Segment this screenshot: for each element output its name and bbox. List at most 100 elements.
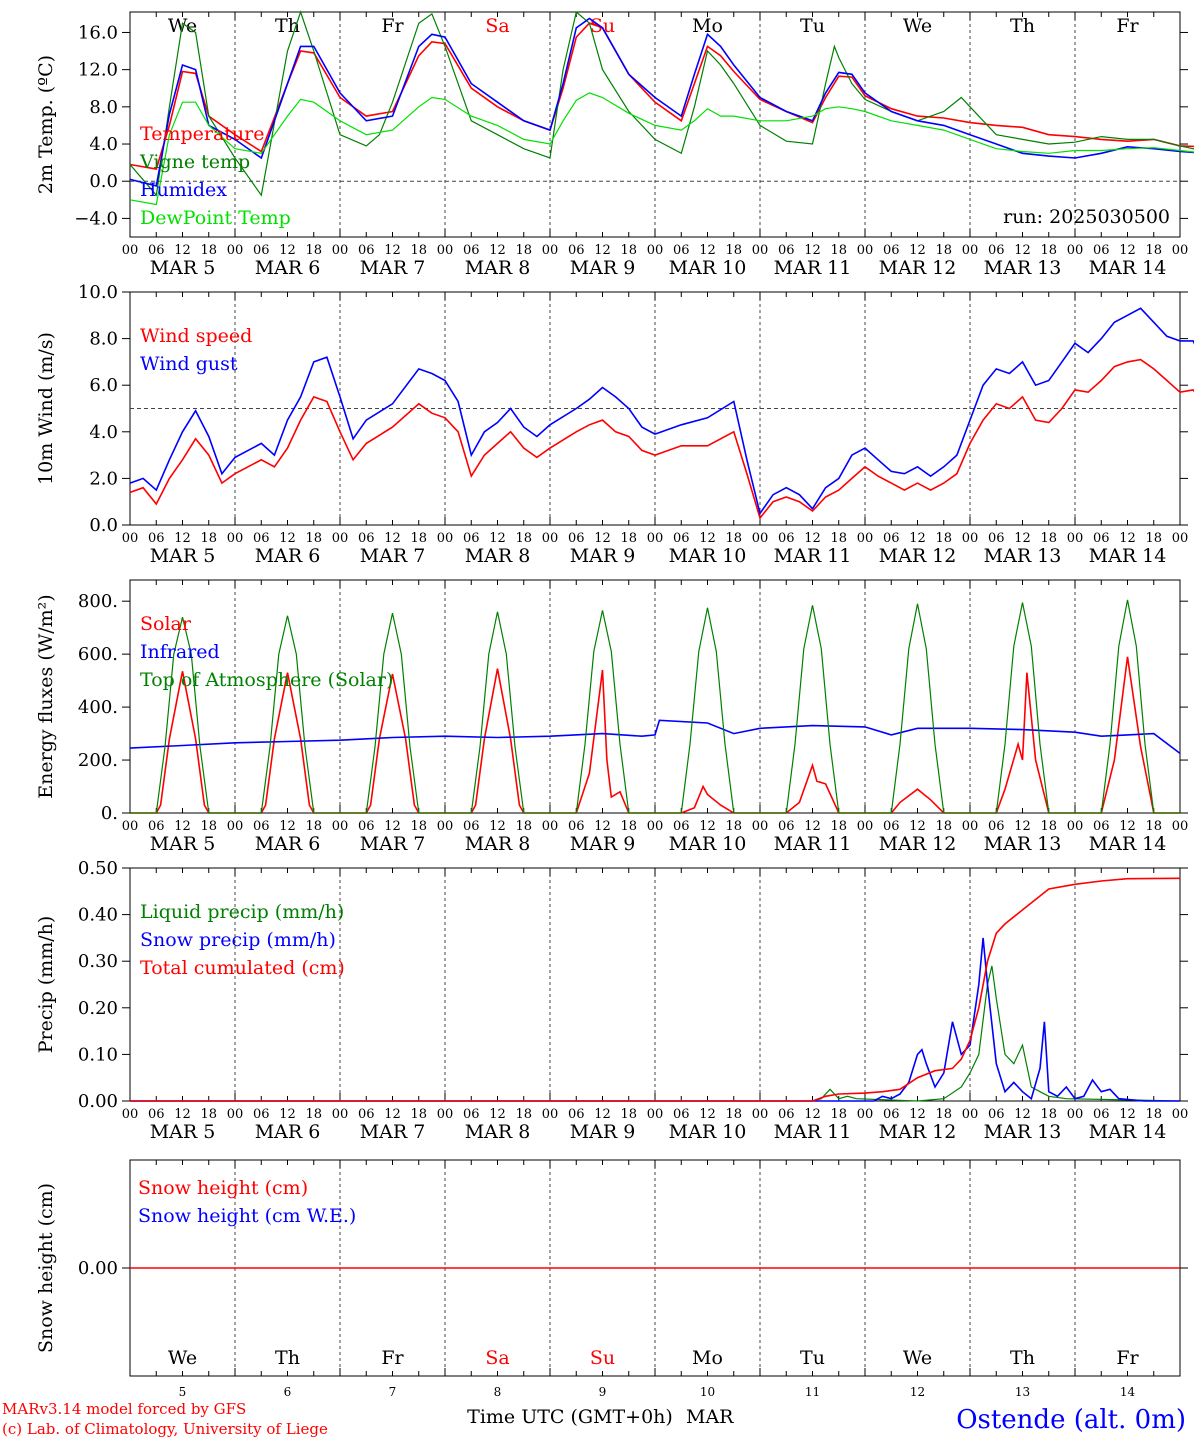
weekday-label: Th bbox=[275, 1347, 300, 1369]
hour-label: 00 bbox=[542, 243, 559, 258]
weekday-label: Th bbox=[1010, 1347, 1035, 1369]
hour-label: 12 bbox=[489, 243, 506, 258]
hour-label: 18 bbox=[1145, 531, 1162, 546]
hour-label: 00 bbox=[332, 243, 349, 258]
hour-label: 18 bbox=[935, 1107, 952, 1122]
y-tick-label: 600. bbox=[78, 644, 118, 665]
hour-label: 00 bbox=[647, 531, 664, 546]
weekday-label: Sa bbox=[485, 15, 509, 37]
hour-label: 18 bbox=[1040, 819, 1057, 834]
date-label: MAR 9 bbox=[570, 833, 636, 855]
day-number: 10 bbox=[700, 1385, 715, 1399]
y-tick-label: 6.0 bbox=[89, 375, 118, 396]
hour-label: 18 bbox=[725, 819, 742, 834]
date-label: MAR 13 bbox=[984, 1121, 1062, 1143]
date-label: MAR 6 bbox=[255, 1121, 321, 1143]
hour-label: 18 bbox=[935, 819, 952, 834]
hour-label: 06 bbox=[148, 243, 165, 258]
series-line-top-of-atmosphere-solar bbox=[130, 599, 1180, 814]
series-line-dewpoint-temp bbox=[129, 92, 1194, 206]
hour-label: 12 bbox=[174, 819, 191, 834]
hour-label: 00 bbox=[332, 531, 349, 546]
legend-entry: DewPoint Temp bbox=[140, 207, 291, 229]
hour-label: 00 bbox=[647, 819, 664, 834]
series-line-vigne-temp bbox=[129, 10, 1194, 197]
date-label: MAR 11 bbox=[774, 833, 852, 855]
date-label: MAR 10 bbox=[669, 257, 747, 279]
hour-label: 12 bbox=[909, 1107, 926, 1122]
date-label: MAR 5 bbox=[150, 257, 216, 279]
date-label: MAR 7 bbox=[360, 833, 426, 855]
hour-label: 00 bbox=[332, 819, 349, 834]
y-tick-label: 200. bbox=[78, 750, 118, 771]
x-axis-label: Time UTC (GMT+0h) bbox=[467, 1406, 673, 1428]
date-label: MAR 6 bbox=[255, 833, 321, 855]
hour-label: 12 bbox=[384, 819, 401, 834]
y-tick-label: 10.0 bbox=[78, 282, 118, 303]
weekday-label: Fr bbox=[1116, 15, 1139, 37]
panel-flux: 800. 600. 400. 200. 0. Energy fluxes (W/m²) 00… bbox=[35, 579, 1188, 855]
hour-label: 12 bbox=[1119, 1107, 1136, 1122]
weekday-label: Su bbox=[590, 1347, 615, 1369]
series-line-humidex bbox=[129, 17, 1194, 187]
hour-label: 06 bbox=[148, 1107, 165, 1122]
hour-label: 06 bbox=[463, 531, 480, 546]
date-label: MAR 9 bbox=[570, 257, 636, 279]
hour-label: 00 bbox=[437, 531, 454, 546]
y-axis-label: Energy fluxes (W/m²) bbox=[35, 594, 57, 798]
hour-label: 06 bbox=[673, 819, 690, 834]
date-label: MAR 6 bbox=[255, 257, 321, 279]
panel-snow: 0.00 Snow height (cm) We Th Fr Sa Su Mo Tu We Th Fr… bbox=[35, 1159, 1188, 1377]
weekday-label: Fr bbox=[381, 1347, 404, 1369]
hour-label: 12 bbox=[279, 531, 296, 546]
weekday-label: Tu bbox=[800, 1347, 825, 1369]
date-label: MAR 5 bbox=[150, 833, 216, 855]
hour-label: 00 bbox=[1067, 1107, 1084, 1122]
hour-label: 18 bbox=[830, 243, 847, 258]
date-label: MAR 8 bbox=[465, 545, 531, 567]
day-number: 9 bbox=[599, 1385, 607, 1399]
legend-entry: Humidex bbox=[140, 179, 227, 201]
panel-frame bbox=[129, 11, 1181, 238]
date-label: MAR 14 bbox=[1089, 257, 1167, 279]
weekday-label: Mo bbox=[692, 1347, 723, 1369]
date-label: MAR 13 bbox=[984, 257, 1062, 279]
hour-label: 00 bbox=[962, 1107, 979, 1122]
date-label: MAR 7 bbox=[360, 545, 426, 567]
hour-label: 06 bbox=[673, 1107, 690, 1122]
hour-label: 00 bbox=[1172, 243, 1189, 258]
hour-label: 12 bbox=[699, 243, 716, 258]
hour-label: 06 bbox=[463, 243, 480, 258]
series-line-total-cumulated-cm bbox=[130, 877, 1181, 1102]
hour-label: 06 bbox=[883, 819, 900, 834]
weekday-label: Su bbox=[590, 15, 615, 37]
hour-label: 18 bbox=[200, 819, 217, 834]
panel-wind: 10.0 8.0 6.0 4.0 2.0 0.0 10m Wind (m/s) 00 06 12 1… bbox=[35, 282, 1194, 567]
hour-label: 12 bbox=[804, 819, 821, 834]
y-tick-label: 0.0 bbox=[89, 515, 118, 536]
date-label: MAR 12 bbox=[879, 1121, 957, 1143]
legend-entry: Vigne temp bbox=[139, 151, 250, 173]
hour-label: 12 bbox=[489, 531, 506, 546]
legend-entry: Snow height (cm) bbox=[138, 1177, 308, 1199]
legend-entry: Snow precip (mm/h) bbox=[140, 929, 336, 951]
legend-entry: Liquid precip (mm/h) bbox=[140, 901, 344, 923]
station-name: Ostende (alt. 0m) bbox=[956, 1405, 1186, 1435]
y-tick-label: 8.0 bbox=[89, 329, 118, 350]
hour-label: 00 bbox=[332, 1107, 349, 1122]
day-number: 11 bbox=[805, 1385, 820, 1399]
legend-entry: Wind gust bbox=[140, 353, 238, 375]
y-tick-label: 0.30 bbox=[78, 951, 118, 972]
hour-label: 18 bbox=[410, 531, 427, 546]
y-tick-label: 0.50 bbox=[78, 858, 118, 879]
hour-label: 00 bbox=[1067, 819, 1084, 834]
hour-label: 00 bbox=[647, 1107, 664, 1122]
date-label: MAR 10 bbox=[669, 545, 747, 567]
legend-entry: Snow height (cm W.E.) bbox=[138, 1205, 356, 1227]
day-number: 13 bbox=[1015, 1385, 1030, 1399]
hour-label: 06 bbox=[778, 819, 795, 834]
legend-entry: Infrared bbox=[140, 641, 220, 663]
weekday-label: Tu bbox=[800, 15, 825, 37]
hour-label: 12 bbox=[1014, 243, 1031, 258]
